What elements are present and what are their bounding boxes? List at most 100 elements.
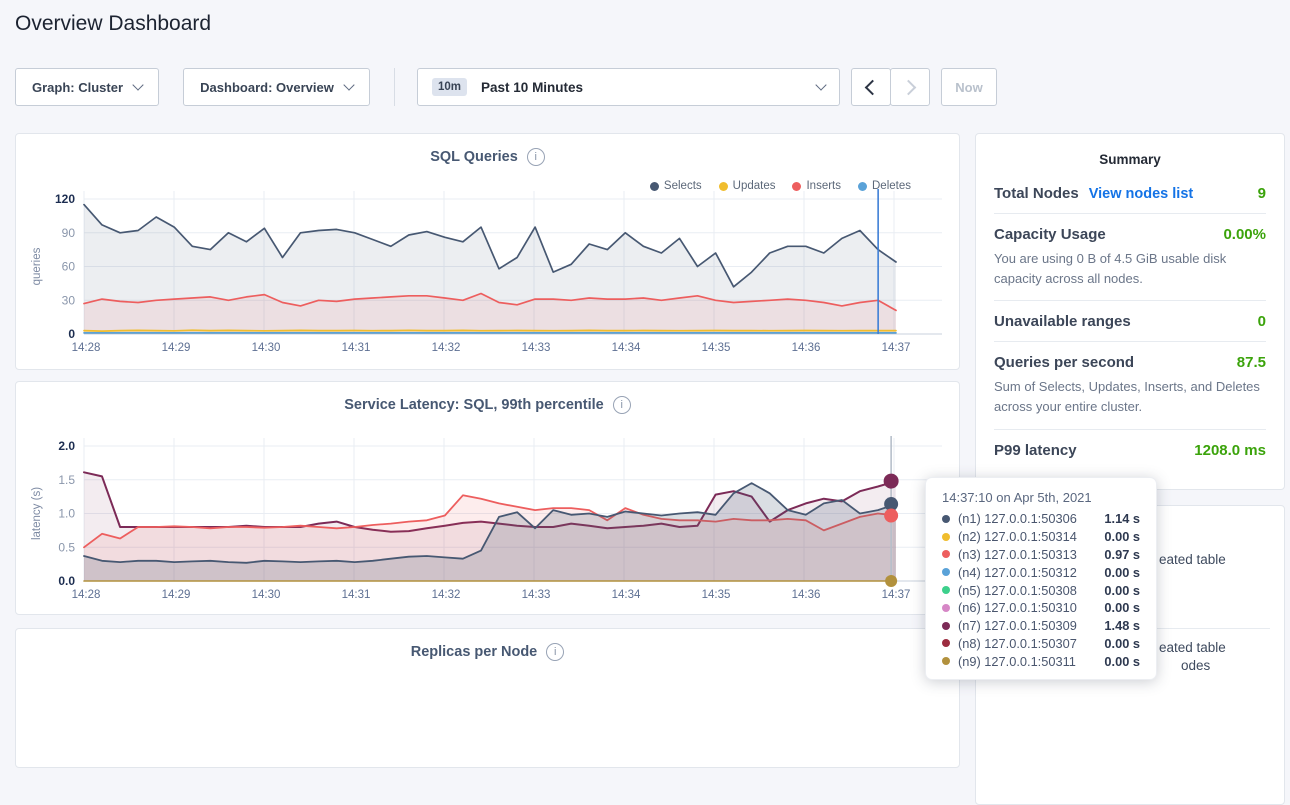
svg-text:14:32: 14:32 — [432, 342, 461, 354]
series-dot — [942, 568, 950, 576]
svg-text:14:28: 14:28 — [72, 342, 101, 354]
legend-item-deletes[interactable]: Deletes — [858, 180, 911, 192]
p99-latency-value: 1208.0 ms — [1194, 442, 1266, 459]
tooltip-row: (n1) 127.0.0.1:503061.14 s — [942, 510, 1140, 528]
chart-hover-tooltip: 14:37:10 on Apr 5th, 2021 (n1) 127.0.0.1… — [925, 477, 1157, 680]
series-dot — [942, 533, 950, 541]
time-range-label: Past 10 Minutes — [481, 80, 806, 95]
tooltip-row: (n7) 127.0.0.1:503091.48 s — [942, 617, 1140, 635]
tooltip-row: (n9) 127.0.0.1:503110.00 s — [942, 652, 1140, 670]
tooltip-row: (n3) 127.0.0.1:503130.97 s — [942, 546, 1140, 564]
summary-row-queries-per-second: Queries per second 87.5 Sum of Selects, … — [994, 342, 1266, 429]
svg-text:120: 120 — [55, 192, 75, 206]
series-dot — [942, 639, 950, 647]
svg-text:14:34: 14:34 — [612, 342, 641, 354]
series-dot — [858, 182, 867, 191]
capacity-usage-desc: You are using 0 B of 4.5 GiB usable disk… — [994, 249, 1266, 289]
summary-row-unavailable-ranges: Unavailable ranges 0 — [994, 301, 1266, 342]
info-icon[interactable]: i — [527, 148, 545, 166]
service-latency-chart[interactable]: 14:2814:2914:3014:3114:3214:3314:3414:35… — [16, 382, 959, 614]
series-dot — [942, 550, 950, 558]
series-dot — [650, 182, 659, 191]
time-prev-button[interactable] — [851, 68, 891, 106]
svg-text:14:36: 14:36 — [792, 589, 821, 601]
summary-card: Summary Total Nodes View nodes list 9 Ca… — [975, 133, 1285, 490]
summary-row-total-nodes: Total Nodes View nodes list 9 — [994, 173, 1266, 214]
series-dot — [942, 622, 950, 630]
tooltip-row: (n4) 127.0.0.1:503120.00 s — [942, 563, 1140, 581]
sql-queries-chart[interactable]: 14:28 14:29 14:30 14:31 14:32 14:33 14:34 14:35… — [16, 134, 959, 369]
legend-item-inserts[interactable]: Inserts — [792, 180, 841, 192]
sql-queries-card: SQL Queries i Selects Updates Inserts De… — [15, 133, 960, 370]
now-button[interactable]: Now — [941, 68, 997, 106]
svg-text:14:29: 14:29 — [162, 589, 191, 601]
tooltip-row: (n5) 127.0.0.1:503080.00 s — [942, 581, 1140, 599]
svg-text:14:34: 14:34 — [612, 589, 641, 601]
series-dot — [942, 586, 950, 594]
event-item-fragment[interactable]: odes — [1181, 658, 1210, 673]
svg-text:60: 60 — [62, 260, 76, 274]
dashboard-dropdown[interactable]: Dashboard: Overview — [183, 68, 370, 106]
svg-text:1.0: 1.0 — [58, 507, 75, 521]
capacity-usage-value: 0.00% — [1223, 226, 1266, 243]
chevron-right-icon — [901, 79, 917, 95]
svg-text:14:36: 14:36 — [792, 342, 821, 354]
total-nodes-value: 9 — [1258, 185, 1266, 202]
svg-text:14:33: 14:33 — [522, 589, 551, 601]
service-latency-title: Service Latency: SQL, 99th percentile i — [16, 396, 959, 414]
svg-text:14:35: 14:35 — [702, 342, 731, 354]
svg-text:14:37: 14:37 — [882, 342, 911, 354]
toolbar-divider — [394, 68, 395, 106]
svg-text:90: 90 — [62, 226, 76, 240]
tooltip-timestamp: 14:37:10 on Apr 5th, 2021 — [942, 490, 1140, 510]
svg-text:1.5: 1.5 — [58, 473, 75, 487]
replicas-per-node-title: Replicas per Node i — [16, 643, 959, 661]
svg-text:0.5: 0.5 — [58, 540, 75, 554]
info-icon[interactable]: i — [546, 643, 564, 661]
queries-per-second-value: 87.5 — [1237, 354, 1266, 371]
summary-row-p99-latency: P99 latency 1208.0 ms — [994, 430, 1266, 470]
series-dot — [792, 182, 801, 191]
info-icon[interactable]: i — [613, 396, 631, 414]
svg-text:14:35: 14:35 — [702, 589, 731, 601]
time-range-badge: 10m — [432, 78, 467, 96]
series-dot — [942, 515, 950, 523]
event-item-fragment[interactable]: eated table — [1159, 640, 1226, 655]
chevron-down-icon — [132, 79, 143, 90]
queries-per-second-desc: Sum of Selects, Updates, Inserts, and De… — [994, 377, 1266, 417]
time-range-selector[interactable]: 10m Past 10 Minutes — [417, 68, 840, 106]
series-dot — [942, 604, 950, 612]
graph-dropdown-label: Graph: Cluster — [32, 80, 123, 95]
replicas-per-node-card: Replicas per Node i — [15, 628, 960, 768]
time-next-button[interactable] — [890, 68, 930, 106]
svg-text:14:30: 14:30 — [252, 342, 281, 354]
chevron-down-icon — [343, 79, 354, 90]
view-nodes-list-link[interactable]: View nodes list — [1089, 186, 1194, 202]
series-dot — [719, 182, 728, 191]
tooltip-row: (n8) 127.0.0.1:503070.00 s — [942, 635, 1140, 653]
event-item-fragment[interactable]: eated table — [1159, 552, 1226, 567]
svg-text:14:29: 14:29 — [162, 342, 191, 354]
dashboard-dropdown-label: Dashboard: Overview — [200, 80, 334, 95]
series-dot — [942, 657, 950, 665]
svg-text:0: 0 — [68, 327, 75, 341]
service-latency-card: Service Latency: SQL, 99th percentile i … — [15, 381, 960, 615]
legend-item-selects[interactable]: Selects — [650, 180, 702, 192]
svg-text:14:31: 14:31 — [342, 589, 371, 601]
svg-text:latency (s): latency (s) — [31, 487, 43, 540]
svg-text:14:37: 14:37 — [882, 589, 911, 601]
page-title: Overview Dashboard — [15, 12, 211, 36]
sql-queries-title: SQL Queries i — [16, 148, 959, 166]
svg-text:14:28: 14:28 — [72, 589, 101, 601]
svg-text:14:31: 14:31 — [342, 342, 371, 354]
svg-text:30: 30 — [62, 293, 76, 307]
legend-item-updates[interactable]: Updates — [719, 180, 776, 192]
tooltip-row: (n2) 127.0.0.1:503140.00 s — [942, 528, 1140, 546]
svg-text:0.0: 0.0 — [58, 574, 75, 588]
svg-text:14:32: 14:32 — [432, 589, 461, 601]
summary-row-capacity-usage: Capacity Usage 0.00% You are using 0 B o… — [994, 214, 1266, 301]
graph-dropdown[interactable]: Graph: Cluster — [15, 68, 159, 106]
tooltip-row: (n6) 127.0.0.1:503100.00 s — [942, 599, 1140, 617]
chevron-left-icon — [865, 79, 881, 95]
svg-text:14:33: 14:33 — [522, 342, 551, 354]
